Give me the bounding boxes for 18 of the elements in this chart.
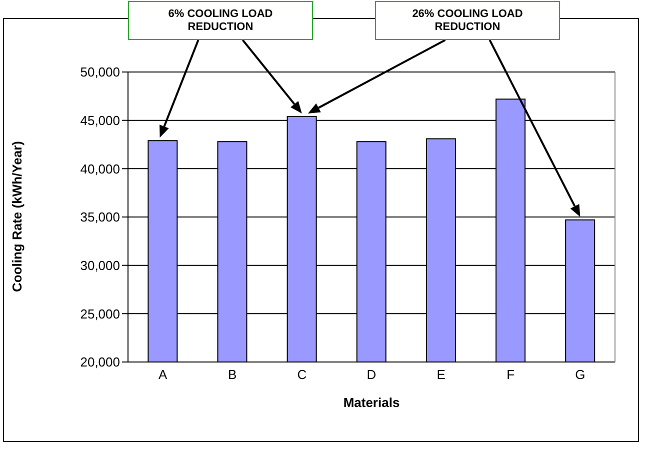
x-tick-label: A [158,367,168,382]
text: 6% COOLING LOAD REDUCTION [128,1,313,40]
x-tick-label: C [297,367,307,382]
x-tick-label: B [228,367,237,382]
x-tick-label: G [575,367,586,382]
y-tick-label: 20,000 [80,354,120,370]
y-tick-label: 45,000 [80,112,120,128]
y-tick-label: 35,000 [80,210,120,225]
y-tick-label: 30,000 [80,258,120,273]
y-tick-label: 50,000 [80,64,120,80]
x-tick-label: E [436,367,446,382]
y-axis-title: Cooling Rate (kWh/Year) [10,141,25,292]
y-tick-label: 25,000 [80,306,120,322]
x-tick-label: F [506,367,515,382]
y-tick-label: 40,000 [80,161,120,176]
x-axis-title: Materials [343,395,400,410]
x-tick-label: D [366,367,376,382]
text: 26% COOLING LOAD REDUCTION [375,1,560,40]
